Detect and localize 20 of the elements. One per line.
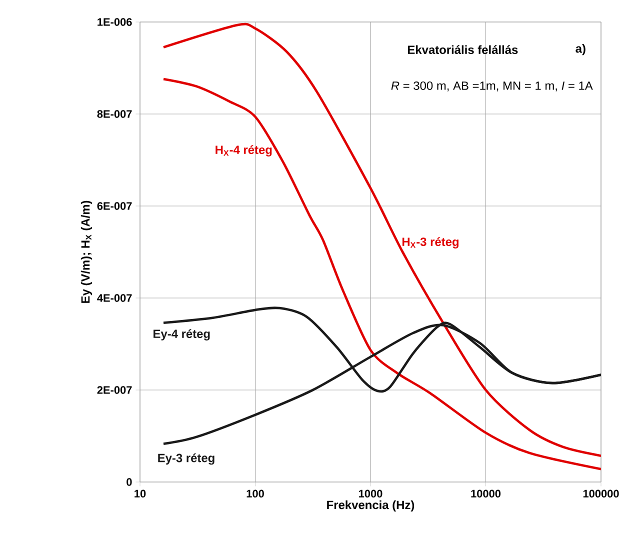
x-tick-label: 10000 — [471, 490, 501, 498]
y-tick-label: 1E-006 — [98, 18, 132, 26]
y-tick-label: 4E-007 — [97, 294, 132, 302]
series-label: H$_{X}$-3 réteg — [402, 237, 458, 248]
series-label: Ey-3 réteg — [158, 453, 214, 465]
y-tick-label: 8E-007 — [97, 110, 132, 118]
annotation: Ekvatoriális felállás — [408, 45, 518, 54]
y-axis-title: Ey (V/m); H$_{X}$ (A/m) — [80, 200, 92, 303]
annotation: R = 300 m, AB =1m, MN = 1 m, I = 1A — [391, 81, 593, 92]
y-tick-label: 0 — [126, 478, 132, 486]
x-tick-label: 10 — [134, 490, 146, 498]
x-tick-label: 100000 — [583, 490, 619, 498]
y-tick-label: 6E-007 — [97, 202, 132, 210]
x-tick-label: 1000 — [359, 490, 382, 498]
y-tick-label: 2E-007 — [97, 386, 132, 394]
x-tick-label: 100 — [246, 490, 264, 498]
x-axis-title: Frekvencia (Hz) — [327, 500, 414, 512]
annotation: a) — [576, 44, 586, 56]
series-label: Ey-4 réteg — [154, 329, 210, 340]
series-label: H$_{X}$-4 réteg — [216, 145, 272, 156]
